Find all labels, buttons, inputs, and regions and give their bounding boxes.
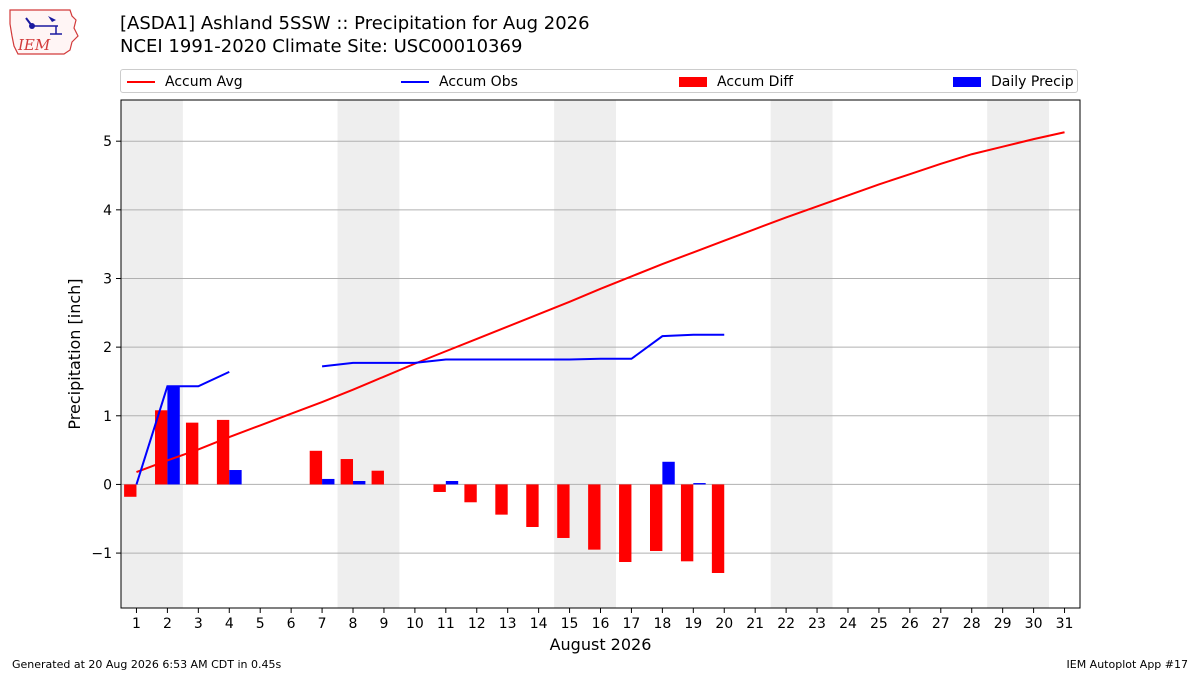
x-tick-label: 13 bbox=[499, 616, 517, 632]
app-credit: IEM Autoplot App #17 bbox=[1066, 658, 1189, 671]
accum-diff-bar bbox=[495, 484, 508, 515]
x-tick-label: 18 bbox=[653, 616, 671, 632]
accum-diff-bar bbox=[433, 484, 446, 492]
y-tick-label: 1 bbox=[103, 409, 112, 425]
legend-swatch-accum-obs bbox=[401, 81, 429, 83]
x-tick-label: 1 bbox=[132, 616, 141, 632]
grid-lines bbox=[121, 140, 1080, 554]
legend-label-daily-precip: Daily Precip bbox=[991, 74, 1074, 90]
x-tick-label: 24 bbox=[839, 616, 857, 632]
accum-diff-bar bbox=[526, 484, 539, 527]
iem-logo: IEM bbox=[8, 6, 80, 58]
legend-label-accum-avg: Accum Avg bbox=[165, 74, 243, 90]
x-tick-label: 2 bbox=[163, 616, 172, 632]
daily-precip-bar bbox=[353, 481, 366, 485]
y-tick-label: 4 bbox=[103, 203, 112, 219]
y-tick-label: 2 bbox=[103, 340, 112, 356]
x-tick-label: 9 bbox=[379, 616, 388, 632]
legend-label-accum-obs: Accum Obs bbox=[439, 74, 518, 90]
chart-title: [ASDA1] Ashland 5SSW :: Precipitation fo… bbox=[120, 12, 590, 58]
accum-diff-bar bbox=[619, 484, 632, 563]
daily-precip-bar bbox=[662, 461, 675, 485]
accum-diff-bar bbox=[185, 422, 199, 485]
x-tick-label: 3 bbox=[194, 616, 203, 632]
x-tick-label: 22 bbox=[777, 616, 795, 632]
x-axis-label: August 2026 bbox=[550, 635, 652, 654]
x-tick-label: 6 bbox=[287, 616, 296, 632]
legend-label-accum-diff: Accum Diff bbox=[717, 74, 794, 90]
y-tick-label: −1 bbox=[91, 546, 112, 562]
x-tick-label: 26 bbox=[901, 616, 919, 632]
legend-item-accum-obs: Accum Obs bbox=[401, 70, 518, 94]
legend-swatch-accum-avg bbox=[127, 81, 155, 83]
weekend-band bbox=[770, 100, 833, 608]
weekend-shading bbox=[121, 100, 1050, 608]
accum-diff-bar bbox=[464, 484, 477, 503]
accum-diff-bar bbox=[340, 459, 354, 485]
x-tick-label: 4 bbox=[225, 616, 234, 632]
x-tick-label: 11 bbox=[437, 616, 455, 632]
accum-diff-bar bbox=[557, 484, 570, 538]
bars bbox=[124, 386, 725, 573]
accum-avg-line bbox=[136, 131, 1065, 474]
x-tick-label: 29 bbox=[994, 616, 1012, 632]
daily-precip-bar bbox=[229, 470, 242, 485]
accum-diff-bar bbox=[680, 484, 694, 562]
accum-obs-line bbox=[135, 370, 230, 485]
title-line-2: NCEI 1991-2020 Climate Site: USC00010369 bbox=[120, 36, 523, 57]
x-tick-label: 7 bbox=[318, 616, 327, 632]
logo-text: IEM bbox=[17, 36, 51, 54]
accum-diff-bar bbox=[216, 419, 230, 485]
daily-precip-bar bbox=[445, 481, 459, 485]
weekend-band bbox=[987, 100, 1050, 608]
x-tick-label: 31 bbox=[1056, 616, 1074, 632]
x-tick-label: 28 bbox=[963, 616, 981, 632]
x-tick-label: 16 bbox=[592, 616, 610, 632]
accum-diff-bar bbox=[155, 410, 168, 485]
x-tick-label: 23 bbox=[808, 616, 826, 632]
y-tick-label: 5 bbox=[103, 134, 112, 150]
x-tick-label: 8 bbox=[349, 616, 358, 632]
daily-precip-bar bbox=[167, 386, 180, 485]
legend-swatch-daily-precip bbox=[953, 77, 981, 87]
title-line-1: [ASDA1] Ashland 5SSW :: Precipitation fo… bbox=[120, 13, 590, 34]
generated-timestamp: Generated at 20 Aug 2026 6:53 AM CDT in … bbox=[12, 658, 282, 671]
x-tick-label: 21 bbox=[746, 616, 764, 632]
daily-precip-bar bbox=[322, 478, 335, 485]
y-tick-label: 0 bbox=[103, 477, 112, 493]
x-tick-label: 19 bbox=[684, 616, 702, 632]
accum-diff-bar bbox=[309, 450, 323, 485]
legend-item-accum-avg: Accum Avg bbox=[127, 70, 243, 94]
chart-legend: Accum Avg Accum Obs Accum Diff Daily Pre… bbox=[120, 69, 1078, 93]
x-tick-label: 30 bbox=[1025, 616, 1043, 632]
x-tick-label: 14 bbox=[530, 616, 548, 632]
y-axis-label: Precipitation [inch] bbox=[65, 278, 84, 429]
accum-obs-line bbox=[321, 333, 725, 368]
legend-item-accum-diff: Accum Diff bbox=[679, 70, 793, 94]
accum-diff-bar bbox=[588, 484, 601, 550]
weekend-band bbox=[121, 100, 183, 608]
accum-diff-bar bbox=[124, 484, 137, 497]
weekend-band bbox=[337, 100, 400, 608]
x-tick-label: 17 bbox=[623, 616, 641, 632]
daily-precip-bar bbox=[693, 483, 706, 485]
x-tick-label: 25 bbox=[870, 616, 888, 632]
accum-diff-bar bbox=[371, 470, 384, 485]
y-axis-ticks: −1 0 1 2 3 4 5 bbox=[91, 134, 121, 562]
legend-item-daily-precip: Daily Precip bbox=[953, 70, 1074, 94]
x-tick-label: 5 bbox=[256, 616, 265, 632]
x-axis-ticks: 1 2 3 4 5 6 7 8 9 10 11 12 13 14 15 16 17 18 19 20 21 22 23 24 2… bbox=[132, 608, 1073, 632]
x-tick-label: 20 bbox=[715, 616, 733, 632]
x-tick-label: 27 bbox=[932, 616, 950, 632]
x-tick-label: 12 bbox=[468, 616, 486, 632]
x-tick-label: 10 bbox=[406, 616, 424, 632]
x-tick-label: 15 bbox=[561, 616, 579, 632]
y-tick-label: 3 bbox=[103, 271, 112, 287]
legend-swatch-accum-diff bbox=[679, 77, 707, 87]
series-lines bbox=[135, 131, 1065, 485]
accum-diff-bar bbox=[649, 484, 663, 552]
accum-diff-bar bbox=[711, 484, 725, 573]
